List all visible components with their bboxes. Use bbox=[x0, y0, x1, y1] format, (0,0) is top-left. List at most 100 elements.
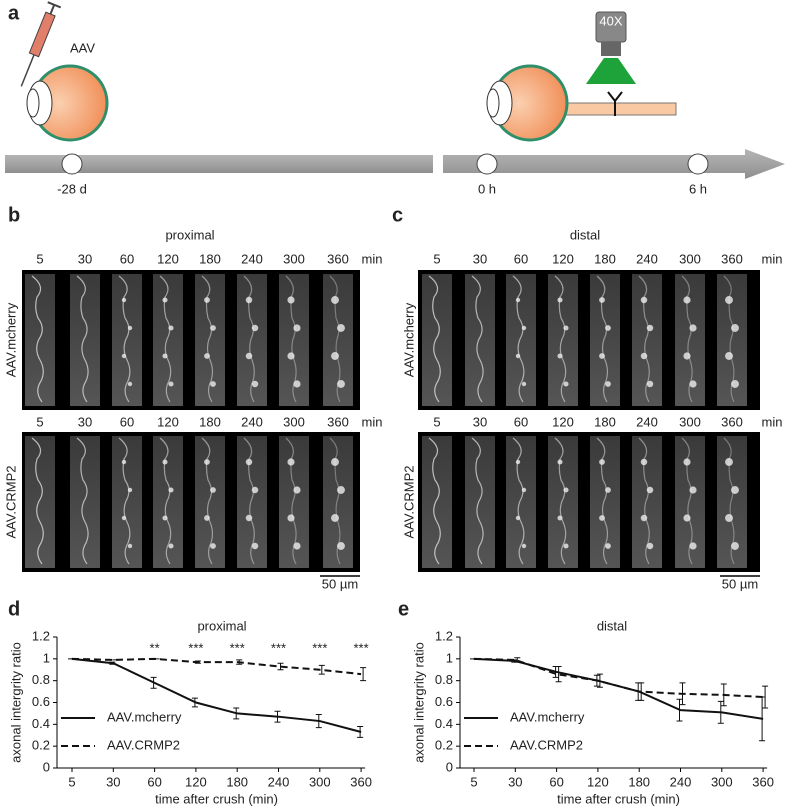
time-label: 300 bbox=[283, 414, 305, 429]
axon-bead bbox=[210, 543, 216, 549]
image-strip bbox=[25, 436, 55, 568]
panel-label: c bbox=[392, 204, 403, 226]
axon-bead bbox=[162, 515, 168, 521]
image-strip bbox=[153, 436, 183, 568]
error-bar bbox=[720, 683, 727, 707]
axon bbox=[118, 437, 131, 565]
series-line bbox=[71, 657, 362, 733]
image-strip bbox=[195, 436, 225, 568]
x-tick-label: 360 bbox=[350, 774, 372, 789]
row-label: AAV.CRMP2 bbox=[3, 466, 18, 539]
time-label: 360 bbox=[327, 251, 349, 266]
microscope bbox=[586, 11, 636, 84]
axon-bead bbox=[337, 486, 345, 494]
axon-bead bbox=[521, 487, 527, 493]
axon-bead bbox=[337, 324, 345, 332]
axon-bead bbox=[127, 325, 133, 331]
axon bbox=[428, 275, 441, 403]
x-tick-label: 180 bbox=[628, 774, 650, 789]
axon-bead bbox=[689, 380, 697, 388]
time-label: 5 bbox=[36, 251, 43, 266]
error-bar-line bbox=[236, 659, 243, 665]
timeline-label: 0 h bbox=[478, 181, 496, 196]
timeline bbox=[5, 149, 785, 179]
error-bar bbox=[762, 685, 769, 709]
axon bbox=[159, 437, 172, 565]
axon-bead bbox=[683, 514, 691, 522]
x-tick-label: 60 bbox=[549, 774, 563, 789]
row-label: AAV.CRMP2 bbox=[401, 466, 416, 539]
y-tick-label: 1.2 bbox=[435, 628, 453, 643]
image-strip bbox=[675, 274, 705, 406]
axon-bead bbox=[557, 297, 563, 303]
axon bbox=[201, 275, 214, 403]
unit-label: min bbox=[362, 414, 383, 429]
axon-bead bbox=[337, 380, 345, 388]
image-strip bbox=[675, 436, 705, 568]
axon-bead bbox=[245, 296, 253, 304]
y-axis-label: axonal intergrity ratio bbox=[8, 642, 23, 763]
time-label: 60 bbox=[514, 414, 528, 429]
timeline-label: -28 d bbox=[57, 181, 87, 196]
time-label: 360 bbox=[327, 414, 349, 429]
time-label: 30 bbox=[78, 251, 92, 266]
time-label: 360 bbox=[721, 251, 743, 266]
axon-bead bbox=[731, 486, 739, 494]
legend-label: AAV.CRMP2 bbox=[107, 737, 180, 752]
y-tick-label: 0 bbox=[43, 759, 50, 774]
image-strip bbox=[153, 274, 183, 406]
axon bbox=[512, 275, 525, 403]
time-label: 120 bbox=[157, 414, 179, 429]
image-strip bbox=[112, 436, 142, 568]
axon-bead bbox=[563, 325, 569, 331]
axon-bead bbox=[599, 297, 605, 303]
error-bar bbox=[676, 698, 683, 722]
image-strip bbox=[506, 436, 536, 568]
error-bar-line bbox=[109, 661, 116, 665]
axon-bead bbox=[204, 297, 210, 303]
image-strip bbox=[70, 274, 100, 406]
panel-title: distal bbox=[570, 227, 600, 242]
axon-bead bbox=[689, 486, 697, 494]
significance: *** bbox=[312, 640, 327, 655]
error-bar-line bbox=[315, 714, 322, 729]
axon-bead bbox=[725, 296, 733, 304]
legend-label: AAV.mcherry bbox=[107, 709, 182, 724]
x-tick-label: 60 bbox=[147, 774, 161, 789]
timeline-label: 6 h bbox=[689, 181, 707, 196]
axon-bead bbox=[168, 487, 174, 493]
time-label: 300 bbox=[283, 251, 305, 266]
axon-bead bbox=[521, 381, 527, 387]
error-bar-line bbox=[555, 665, 562, 683]
axon-bead bbox=[731, 542, 739, 550]
axon-bead bbox=[168, 381, 174, 387]
error-bar-line bbox=[638, 682, 645, 701]
axon-bead bbox=[725, 352, 733, 360]
image-strip bbox=[237, 274, 267, 406]
image-strip bbox=[632, 436, 662, 568]
series-line bbox=[473, 657, 764, 699]
time-label: 240 bbox=[636, 251, 658, 266]
error-bar-line bbox=[150, 676, 157, 689]
axon bbox=[596, 437, 609, 565]
axon-bead bbox=[515, 297, 521, 303]
axon-bead bbox=[521, 543, 527, 549]
x-tick-label: 240 bbox=[268, 774, 290, 789]
axon bbox=[471, 437, 484, 565]
error-bar-line bbox=[596, 673, 603, 688]
axon-bead bbox=[331, 514, 339, 522]
axon-bead bbox=[331, 458, 339, 466]
eye-left bbox=[26, 64, 109, 142]
objective-label: 40X bbox=[599, 13, 622, 28]
panel-label: a bbox=[8, 2, 20, 24]
time-label: 5 bbox=[36, 414, 43, 429]
axon-bead bbox=[293, 380, 301, 388]
axon-bead bbox=[689, 324, 697, 332]
axon-bead bbox=[557, 459, 563, 465]
time-label: 30 bbox=[473, 414, 487, 429]
axon bbox=[428, 437, 441, 565]
image-strip bbox=[590, 436, 620, 568]
error-bar bbox=[717, 700, 724, 724]
significance: *** bbox=[271, 640, 286, 655]
time-label: 240 bbox=[636, 414, 658, 429]
